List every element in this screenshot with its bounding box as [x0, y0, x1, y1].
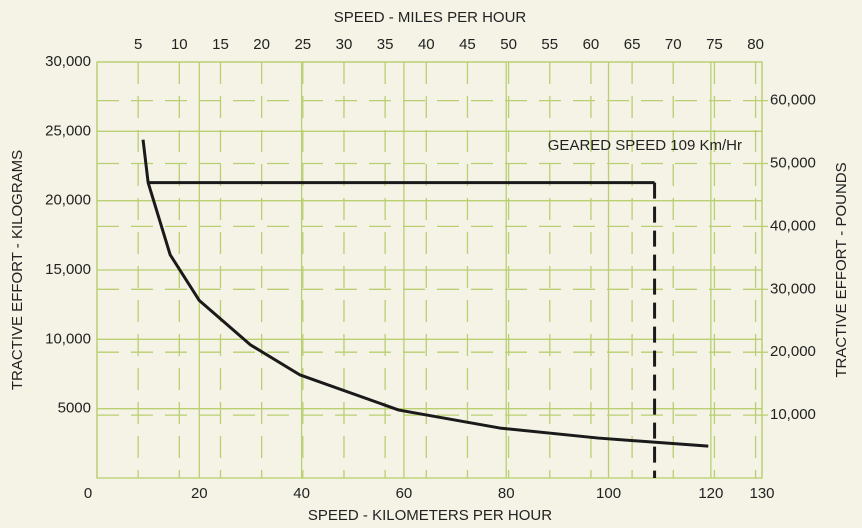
x-tick-label: 80	[498, 485, 515, 502]
top-tick-label: 40	[418, 36, 435, 53]
y-tick-label: 25,000	[45, 122, 91, 139]
y-tick-label: 10,000	[45, 330, 91, 347]
y-tick-label: 15,000	[45, 261, 91, 278]
top-tick-label: 60	[583, 36, 600, 53]
x-tick-label: 100	[596, 485, 621, 502]
top-tick-label: 80	[747, 36, 764, 53]
line	[141, 139, 709, 448]
top-tick-label: 5	[134, 36, 142, 53]
y2-tick-label: 40,000	[770, 217, 816, 234]
y-axis-title: TRACTIVE EFFORT - KILOGRAMS	[9, 150, 26, 390]
top-tick-label: 20	[253, 36, 270, 53]
x-axis-title: SPEED - KILOMETERS PER HOUR	[308, 507, 552, 524]
top-axis-title: SPEED - MILES PER HOUR	[334, 9, 527, 26]
x-tick-label: 120	[698, 485, 723, 502]
y2-tick-label: 50,000	[770, 154, 816, 171]
y2-tick-label: 20,000	[770, 343, 816, 360]
top-tick-label: 45	[459, 36, 476, 53]
y-tick-label: 20,000	[45, 192, 91, 209]
x-tick-label: 20	[191, 485, 208, 502]
top-tick-label: 50	[500, 36, 517, 53]
top-tick-label: 70	[665, 36, 682, 53]
top-tick-label: 55	[541, 36, 558, 53]
y2-axis-title: TRACTIVE EFFORT - POUNDS	[833, 162, 850, 377]
y2-tick-label: 10,000	[770, 406, 816, 423]
top-tick-label: 35	[377, 36, 394, 53]
top-tick-label: 75	[706, 36, 723, 53]
plot-frame	[96, 61, 763, 479]
top-tick-label: 25	[294, 36, 311, 53]
y-tick-label: 5000	[58, 400, 91, 417]
x-tick-label: 0	[84, 485, 92, 502]
top-tick-label: 30	[336, 36, 353, 53]
x-tick-label: 40	[293, 485, 310, 502]
x-tick-label: 60	[396, 485, 413, 502]
x-tick-label: 130	[749, 485, 774, 502]
top-tick-label: 65	[624, 36, 641, 53]
y2-tick-label: 30,000	[770, 280, 816, 297]
y-tick-label: 30,000	[45, 53, 91, 70]
annotation: GEARED SPEED 109 Km/Hr	[548, 137, 742, 154]
top-tick-label: 15	[212, 36, 229, 53]
y2-tick-label: 60,000	[770, 92, 816, 109]
top-tick-label: 10	[171, 36, 188, 53]
